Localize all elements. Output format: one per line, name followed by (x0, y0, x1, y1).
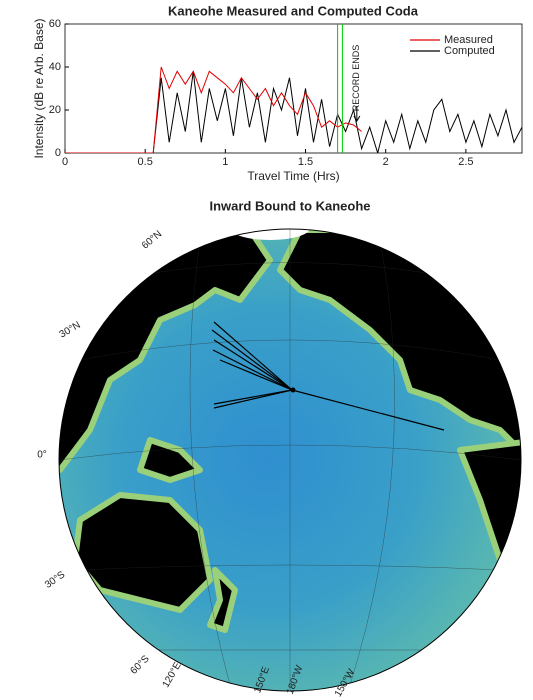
x-tick-label: 2 (383, 156, 389, 168)
x-axis-label: Travel Time (Hrs) (247, 169, 339, 183)
series-line (65, 66, 362, 153)
lat-label: 30°N (58, 320, 83, 341)
x-tick-label: 2.5 (458, 156, 473, 168)
y-axis-label: Intensity (dB re Arb. Base) (32, 18, 46, 158)
y-tick-label: 20 (49, 104, 61, 116)
lat-label: 30°S (43, 569, 67, 591)
y-tick-label: 60 (49, 18, 61, 30)
annotation: RECORD ENDS (351, 45, 361, 112)
map-title: Inward Bound to Kaneohe (209, 198, 370, 213)
series-line (65, 71, 522, 153)
lon-label: 120°E (161, 660, 184, 689)
lat-label: 60°N (140, 229, 164, 252)
x-tick-label: 0 (62, 156, 68, 168)
x-tick-label: 1.5 (298, 156, 313, 168)
lat-label: 0° (37, 450, 47, 461)
annotation-arrow-head (353, 115, 361, 122)
map (59, 229, 521, 691)
chart-title: Kaneohe Measured and Computed Coda (168, 3, 419, 18)
lat-label: 60°S (129, 653, 152, 676)
y-tick-label: 40 (49, 61, 61, 73)
x-tick-label: 1 (222, 156, 228, 168)
legend-label: Measured (444, 34, 493, 46)
legend-box (406, 32, 502, 60)
plot-area (65, 66, 522, 153)
y-tick-label: 0 (55, 147, 61, 159)
x-tick-label: 0.5 (138, 156, 153, 168)
legend-label: Computed (444, 45, 495, 57)
